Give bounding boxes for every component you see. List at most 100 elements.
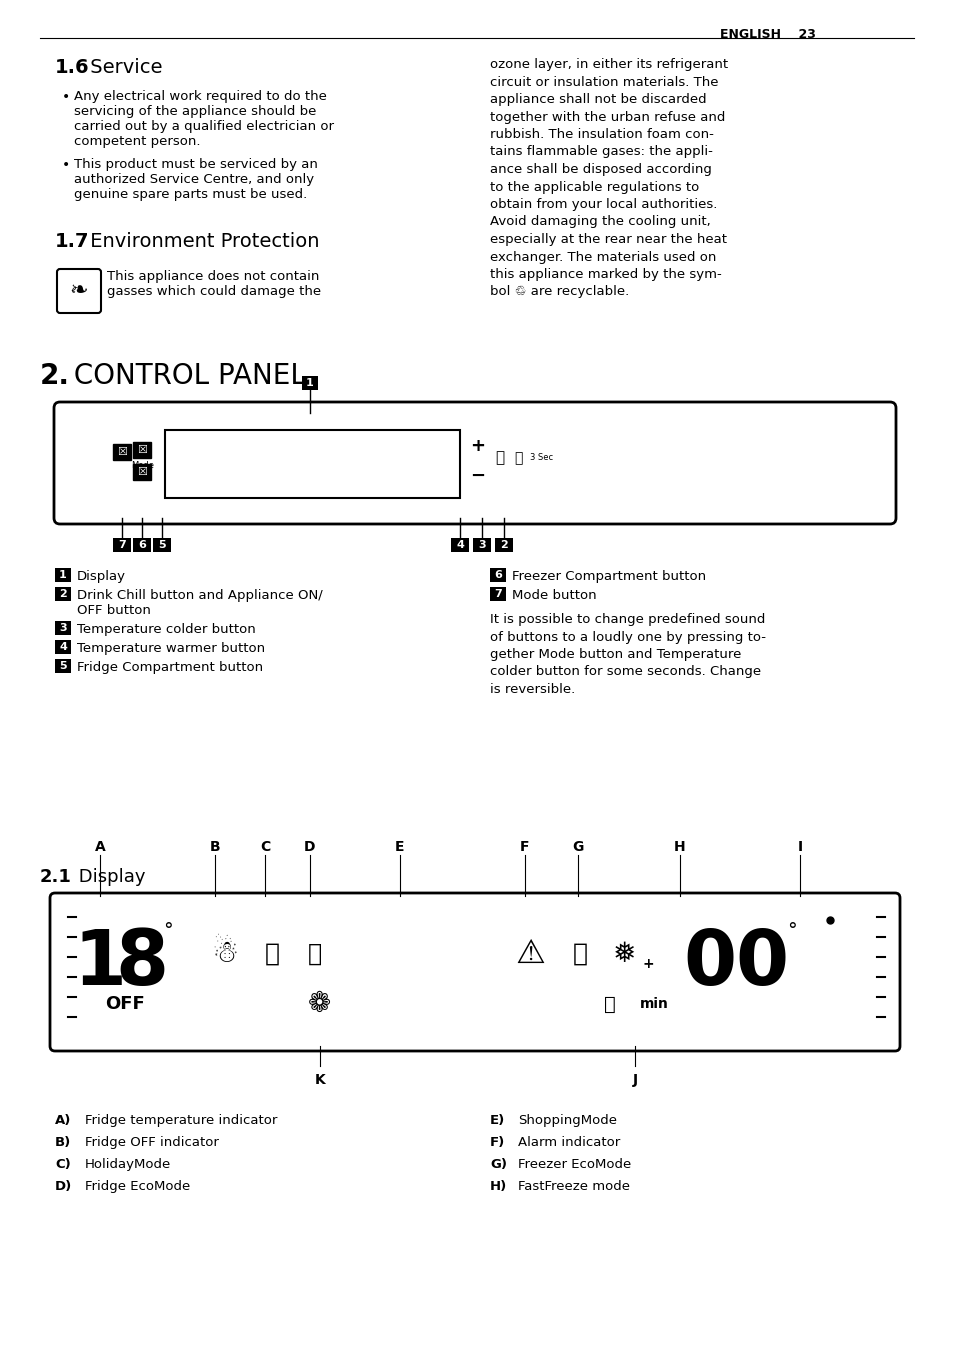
Text: E: E — [395, 840, 404, 854]
Text: Fridge OFF indicator: Fridge OFF indicator — [85, 1136, 218, 1149]
Text: A): A) — [55, 1114, 71, 1128]
Text: 2.: 2. — [40, 362, 70, 389]
Text: Drink Chill button and Appliance ON/
OFF button: Drink Chill button and Appliance ON/ OFF… — [77, 589, 322, 617]
Text: min: min — [639, 996, 668, 1011]
Text: 1.6: 1.6 — [55, 58, 90, 77]
Text: I: I — [797, 840, 801, 854]
Text: 6: 6 — [494, 571, 501, 580]
FancyBboxPatch shape — [50, 894, 899, 1051]
Text: G): G) — [490, 1159, 506, 1171]
Text: Fridge Compartment button: Fridge Compartment button — [77, 661, 263, 675]
Text: +: + — [641, 957, 653, 971]
Text: FastFreeze mode: FastFreeze mode — [517, 1180, 629, 1192]
Bar — [132, 442, 151, 458]
Bar — [152, 538, 171, 552]
Text: D): D) — [55, 1180, 72, 1192]
Text: OFF: OFF — [105, 995, 145, 1013]
Text: ENGLISH    23: ENGLISH 23 — [720, 28, 815, 41]
Text: HolidayMode: HolidayMode — [85, 1159, 172, 1171]
Text: ❁: ❁ — [308, 990, 332, 1018]
Bar — [490, 587, 505, 602]
Text: A: A — [94, 840, 105, 854]
Text: CONTROL PANEL: CONTROL PANEL — [65, 362, 306, 389]
Text: ⛒: ⛒ — [308, 942, 322, 965]
Text: Any electrical work required to do the
servicing of the appliance should be
carr: Any electrical work required to do the s… — [74, 91, 334, 147]
Bar — [495, 538, 513, 552]
Text: ozone layer, in either its refrigerant
circuit or insulation materials. The
appl: ozone layer, in either its refrigerant c… — [490, 58, 727, 299]
Text: Temperature warmer button: Temperature warmer button — [77, 642, 265, 654]
Text: ⛔: ⛔ — [572, 942, 587, 965]
Text: G: G — [572, 840, 583, 854]
Text: ⚠: ⚠ — [515, 937, 544, 971]
Bar — [55, 639, 71, 654]
Text: It is possible to change predefined sound
of buttons to a loudly one by pressing: It is possible to change predefined soun… — [490, 612, 765, 696]
Text: 4: 4 — [59, 642, 67, 652]
Bar — [302, 376, 317, 389]
Text: Freezer EcoMode: Freezer EcoMode — [517, 1159, 631, 1171]
Text: 1: 1 — [73, 927, 127, 1000]
Text: Fridge temperature indicator: Fridge temperature indicator — [85, 1114, 277, 1128]
Text: Display: Display — [77, 571, 126, 583]
Text: ❅: ❅ — [613, 940, 636, 968]
Text: ⛔: ⛔ — [264, 942, 279, 965]
Text: 3: 3 — [477, 539, 485, 550]
Text: ⚿: ⚿ — [495, 450, 504, 465]
Text: B): B) — [55, 1136, 71, 1149]
Text: °: ° — [163, 921, 172, 940]
Text: C: C — [259, 840, 270, 854]
Text: J: J — [632, 1073, 637, 1087]
Text: ☒: ☒ — [137, 466, 147, 477]
Text: ShoppingMode: ShoppingMode — [517, 1114, 617, 1128]
Text: 5: 5 — [59, 661, 67, 671]
Bar — [55, 587, 71, 602]
Text: 3 Sec: 3 Sec — [530, 453, 553, 462]
Text: H: H — [674, 840, 685, 854]
Text: Fridge EcoMode: Fridge EcoMode — [85, 1180, 190, 1192]
Text: Display: Display — [73, 868, 146, 886]
Text: Mode: Mode — [132, 461, 154, 470]
FancyBboxPatch shape — [57, 269, 101, 314]
Bar — [165, 430, 459, 498]
Bar — [451, 538, 469, 552]
Text: K: K — [314, 1073, 325, 1087]
Text: •: • — [62, 158, 71, 172]
Text: E): E) — [490, 1114, 505, 1128]
Text: 1.7: 1.7 — [55, 233, 90, 251]
Text: 0: 0 — [682, 927, 736, 1000]
Text: ☒: ☒ — [117, 448, 127, 457]
Text: ☒: ☒ — [137, 445, 147, 456]
Text: 5: 5 — [158, 539, 166, 550]
Text: °: ° — [786, 921, 796, 940]
Text: 3: 3 — [59, 623, 67, 633]
Text: ☃: ☃ — [212, 940, 238, 968]
Text: F: F — [519, 840, 529, 854]
Text: D: D — [304, 840, 315, 854]
Bar — [132, 538, 151, 552]
Text: H): H) — [490, 1180, 507, 1192]
Text: C): C) — [55, 1159, 71, 1171]
Text: 6: 6 — [138, 539, 146, 550]
Text: F): F) — [490, 1136, 505, 1149]
Text: Temperature colder button: Temperature colder button — [77, 623, 255, 635]
Text: 2: 2 — [59, 589, 67, 599]
Text: ❧: ❧ — [70, 281, 89, 301]
Text: Alarm indicator: Alarm indicator — [517, 1136, 619, 1149]
Bar — [55, 621, 71, 635]
Text: +: + — [470, 437, 485, 456]
Bar — [132, 464, 151, 480]
Text: ⚿: ⚿ — [603, 995, 616, 1014]
Text: 7: 7 — [494, 589, 501, 599]
Text: 1: 1 — [59, 571, 67, 580]
Text: 8: 8 — [115, 927, 169, 1000]
Bar — [55, 568, 71, 581]
Text: 0: 0 — [735, 927, 788, 1000]
Bar — [490, 568, 505, 581]
Text: This appliance does not contain
gasses which could damage the: This appliance does not contain gasses w… — [107, 270, 321, 297]
Text: −: − — [470, 466, 485, 485]
Bar — [112, 443, 131, 460]
Text: 1: 1 — [306, 379, 314, 388]
Text: Mode button: Mode button — [512, 589, 596, 602]
Text: 4: 4 — [456, 539, 463, 550]
Text: 2: 2 — [499, 539, 507, 550]
Text: 2.1: 2.1 — [40, 868, 71, 886]
